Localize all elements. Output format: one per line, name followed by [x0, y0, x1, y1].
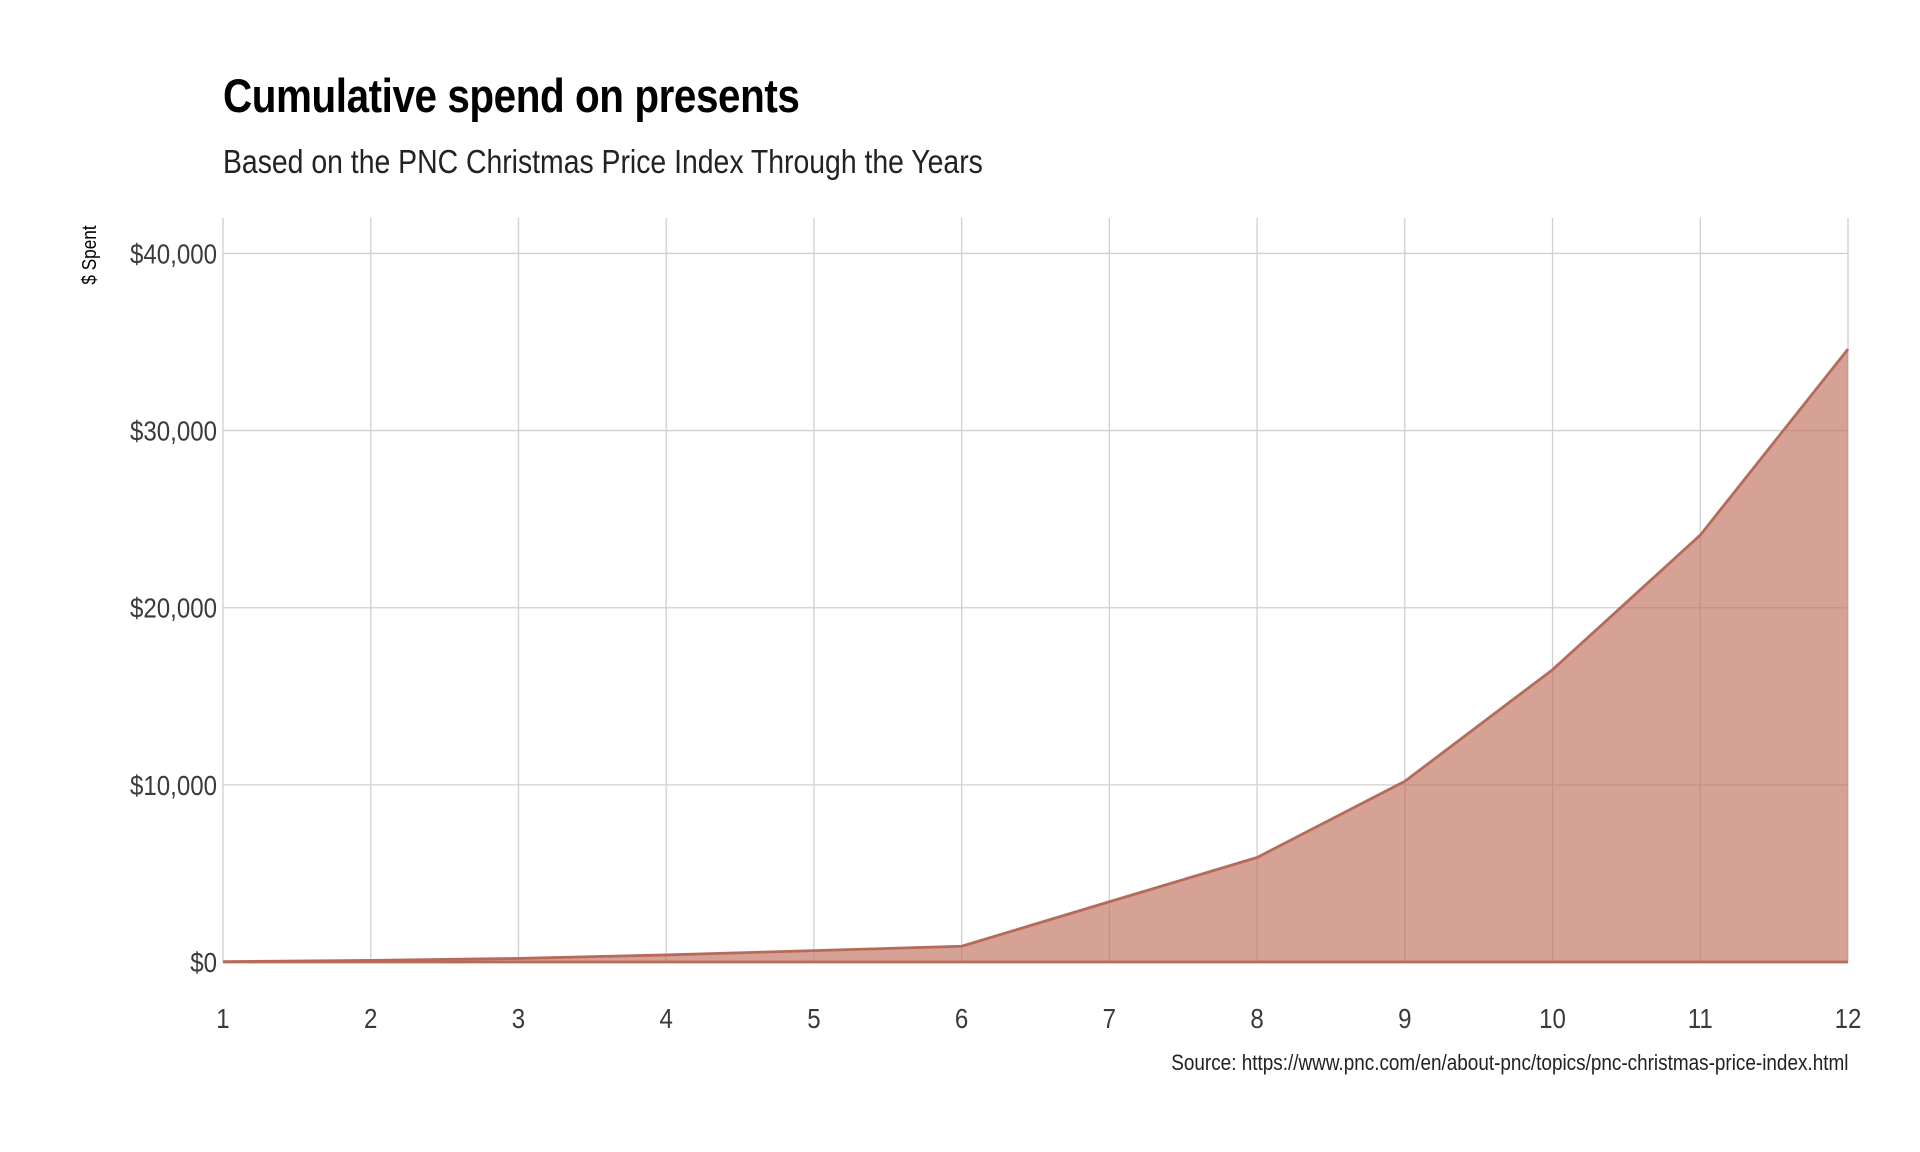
area-top-line	[222, 348, 1850, 964]
x-tick-label: 9	[1398, 1002, 1411, 1034]
x-axis-ticks: 1 2 3 4 5 6 7 8 9 10 11 12	[216, 1002, 1861, 1034]
x-tick-label: 1	[216, 1002, 229, 1034]
x-tick-label: 8	[1250, 1002, 1263, 1034]
chart-subtitle: Based on the PNC Christmas Price Index T…	[223, 143, 983, 180]
chart-caption: Source: https://www.pnc.com/en/about-pnc…	[1170, 1050, 1848, 1075]
y-tick-label: $20,000	[130, 592, 217, 624]
x-tick-label: 6	[955, 1002, 968, 1034]
chart-title: Cumulative spend on presents	[223, 69, 800, 122]
x-tick-label: 2	[364, 1002, 377, 1034]
x-tick-label: 7	[1103, 1002, 1116, 1034]
x-tick-label: 3	[512, 1002, 525, 1034]
y-tick-label: $0	[190, 946, 217, 978]
area-fill	[223, 349, 1848, 963]
y-axis-ticks: $0 $10,000 $20,000 $30,000 $40,000	[130, 238, 217, 979]
x-tick-label: 12	[1835, 1002, 1862, 1034]
x-tick-label: 11	[1688, 1002, 1713, 1034]
x-tick-label: 5	[807, 1002, 820, 1034]
y-tick-label: $40,000	[130, 238, 217, 270]
x-tick-label: 10	[1539, 1002, 1566, 1034]
x-tick-label: 4	[659, 1002, 672, 1034]
y-tick-label: $10,000	[130, 769, 217, 801]
y-axis-title: $ Spent	[78, 225, 101, 285]
y-tick-label: $30,000	[130, 415, 217, 447]
area-series	[222, 348, 1850, 964]
